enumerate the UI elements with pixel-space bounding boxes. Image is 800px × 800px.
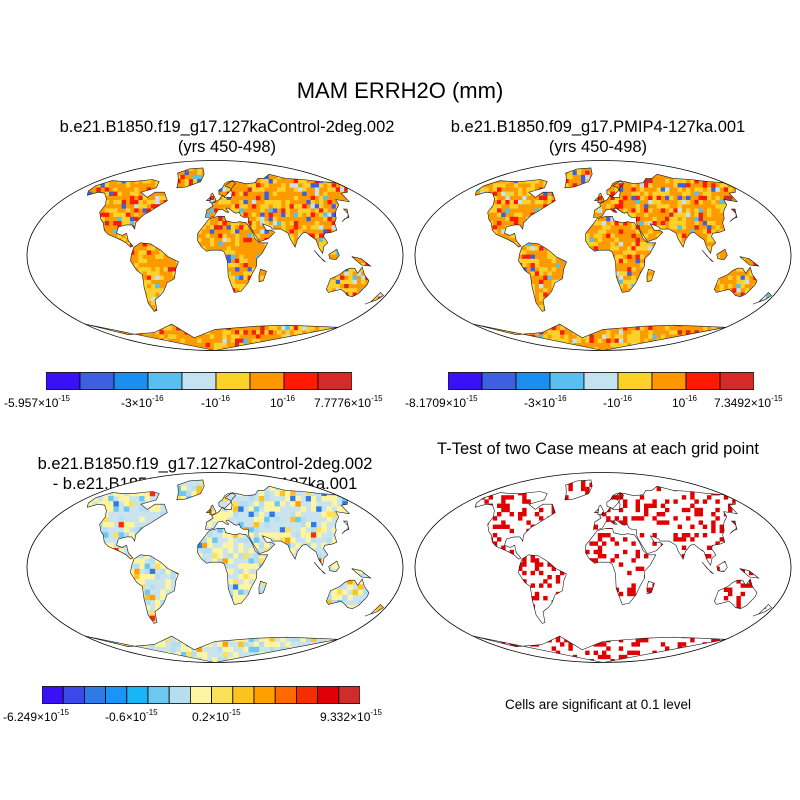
colorbar-diff-label: -0.6×10-15 [105,708,158,724]
colorbar-case2-label: -3×10-16 [524,394,567,410]
map-case2 [414,160,792,351]
colorbar-swatch [46,372,81,390]
colorbar-case1-label: -5.957×10-15 [4,394,70,410]
map-difference [26,472,404,663]
colorbar-swatch [249,372,285,390]
colorbar-swatch [481,372,517,390]
map-border [26,472,404,663]
coastlines [84,167,384,351]
colorbar-case1-label: -10-16 [201,394,230,410]
colorbar-swatch [651,372,687,390]
colorbar-case2-label: -10-16 [603,394,632,410]
colorbar-swatch [84,686,107,704]
colorbar-swatch [253,686,276,704]
map-case1 [26,160,404,351]
colorbar-case1-label: 10-16 [270,394,295,410]
colorbar-swatch [147,372,183,390]
colorbar-diff-label: 0.2×10-15 [192,708,241,724]
panel-title-case2-line2: (yrs 450-498) [548,138,648,156]
map-border [26,160,404,351]
panel-title-diff-line1: b.e21.B1850.f19_g17.127kaControl-2deg.00… [37,455,373,473]
colorbar-swatch [448,372,483,390]
colorbar-swatch [583,372,619,390]
panel-title-case2: b.e21.B1850.f09_g17.PMIP4-127ka.001 (yrs… [451,117,745,157]
colorbar-swatch [181,372,217,390]
colorbar-swatch [211,686,234,704]
colorbar-diff-label: -6.249×10-15 [3,708,69,724]
colorbar-swatch [126,686,149,704]
colorbar-swatch [338,686,360,704]
colorbar-swatch [283,372,319,390]
panel-title-case1: b.e21.B1850.f19_g17.127kaControl-2deg.00… [60,117,395,157]
colorbar-swatch [105,686,128,704]
main-title: MAM ERRH2O (mm) [296,78,504,103]
colorbar-case2-label: 7.3492×10-15 [714,394,783,410]
colorbar-case1-label: -3×10-16 [121,394,164,410]
colorbar-swatch [274,686,297,704]
colorbar-swatch [147,686,170,704]
colorbar-swatch [719,372,754,390]
panel-title-case1-line1: b.e21.B1850.f19_g17.127kaControl-2deg.00… [59,118,395,136]
panel-title-case2-line1: b.e21.B1850.f09_g17.PMIP4-127ka.001 [450,118,746,136]
colorbar-swatch [189,686,212,704]
colorbar-case2-label: 10-16 [672,394,697,410]
colorbar-swatch [79,372,115,390]
panel-title-case1-line2: (yrs 450-498) [177,138,277,156]
map-border [414,472,792,663]
colorbar-swatch [215,372,251,390]
colorbar-case2-label: -8.1709×10-15 [405,394,478,410]
significance-note: Cells are significant at 0.1 level [504,697,692,712]
colorbar-case1-label: 7.7776×10-15 [314,394,383,410]
colorbar-swatch [42,686,64,704]
colorbar-swatch [617,372,653,390]
map-ttest [414,472,792,663]
colorbar-swatch [62,686,85,704]
colorbar-case2 [448,372,754,390]
coastlines [472,167,772,351]
colorbar-diff-label: 9.332×10-15 [320,708,382,724]
colorbar-swatch [295,686,318,704]
colorbar-swatch [168,686,191,704]
coastlines [84,479,384,663]
colorbar-swatch [685,372,721,390]
colorbar-swatch [317,372,352,390]
colorbar-swatch [549,372,585,390]
coastlines [472,479,772,663]
colorbar-swatch [317,686,340,704]
colorbar-swatch [515,372,551,390]
map-border [414,160,792,351]
colorbar-swatch [232,686,255,704]
colorbar-case1 [46,372,352,390]
colorbar-difference [42,686,360,704]
colorbar-swatch [113,372,149,390]
panel-title-ttest: T-Test of two Case means at each grid po… [437,440,759,458]
